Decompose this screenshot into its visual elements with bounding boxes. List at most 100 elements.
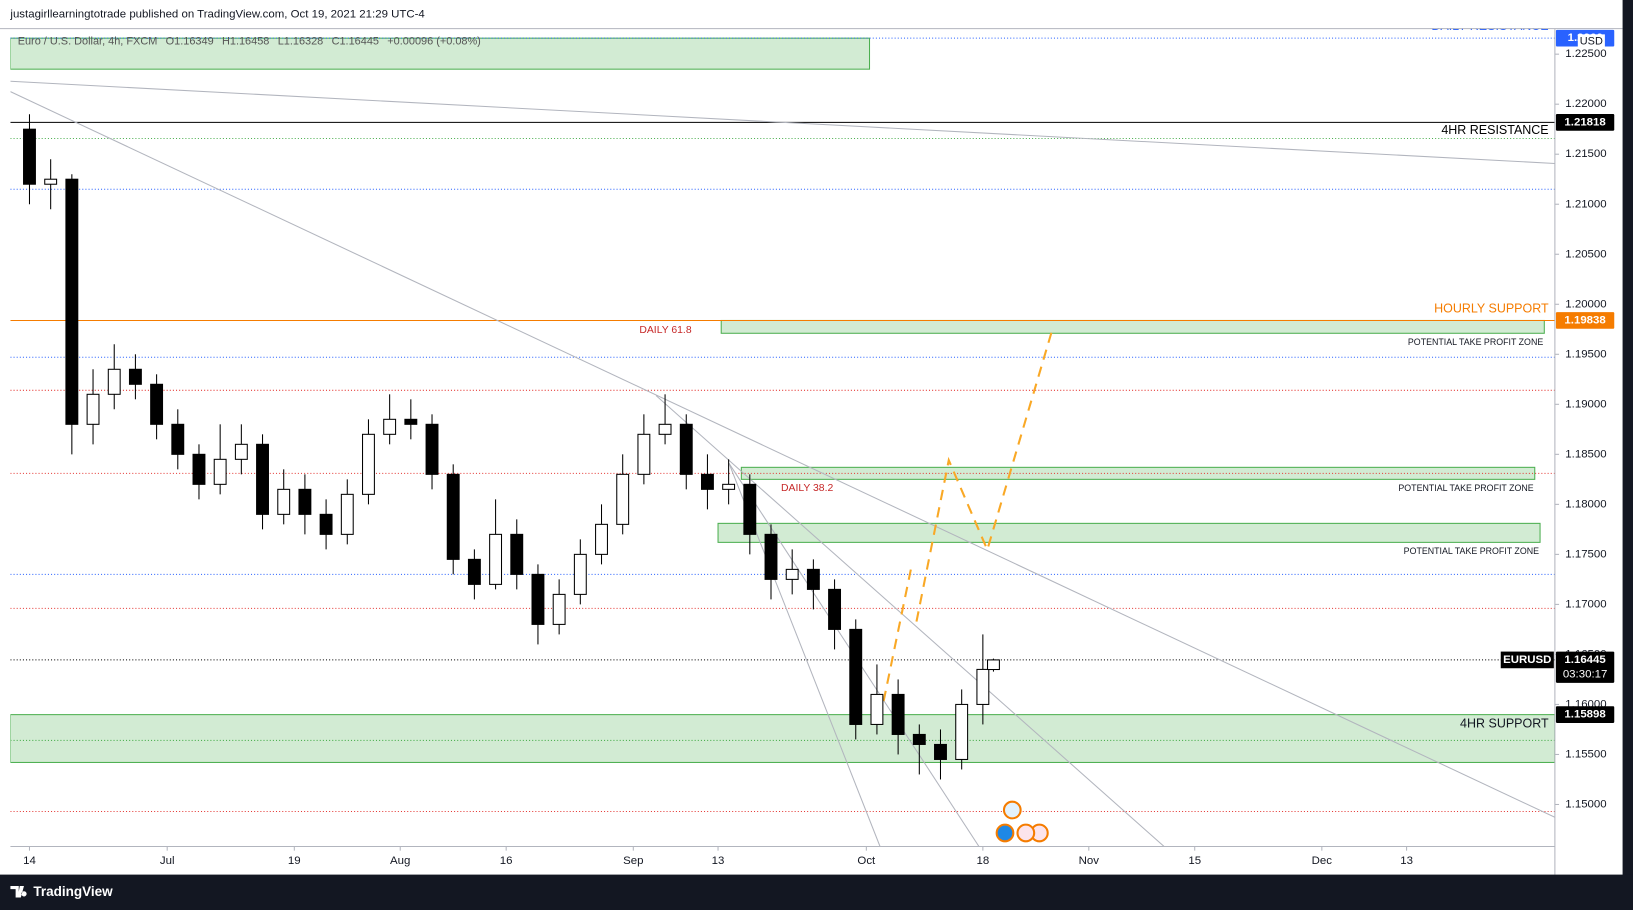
level-label: 4HR RESISTANCE [1441,123,1548,137]
y-tick-label: 1.21000 [1565,198,1606,210]
candle-body [870,693,884,725]
candle-body [404,418,418,425]
candle-body [489,533,503,585]
candle-body [340,493,354,535]
candle-body [912,733,926,745]
candle-body [44,178,58,185]
price-box [1555,114,1615,131]
candle-body [192,453,206,485]
legend-item: L [278,36,284,48]
price-box-label: 1.15898 [1564,709,1606,721]
candle-body [743,483,757,535]
x-tick-label: Aug [390,855,410,867]
candle-body [722,483,736,490]
currency-label: USD [1580,36,1603,48]
brand-logo [10,886,27,898]
price-box-label: 1.16445 [1564,654,1606,666]
zone-label: POTENTIAL TAKE PROFIT ZONE [1398,483,1533,493]
candle-body [86,393,100,425]
zone [717,522,1541,543]
candle-body [531,573,545,625]
legend-item: 1.16445 [339,36,378,48]
trendline [10,91,1555,818]
candle-body [171,423,185,455]
zone-label: POTENTIAL TAKE PROFIT ZONE [1408,337,1543,347]
candle-body [976,668,990,705]
candle-body [891,693,905,735]
candle-body [256,443,269,515]
y-tick-label: 1.18500 [1565,448,1606,460]
y-tick-label: 1.19000 [1565,398,1606,410]
candle-body [700,473,714,490]
plot-layer: POTENTIAL TAKE PROFIT ZONE POTENTIAL TAKE… [10,37,1555,812]
candles [23,114,1000,780]
y-tick-label: 1.20500 [1565,248,1606,260]
countdown: 03:30:17 [1563,669,1608,681]
y-tick-label: 1.22500 [1565,48,1606,60]
candle-body [467,558,481,585]
y-tick-label: 1.19500 [1565,348,1606,360]
x-tick-label: Nov [1079,855,1100,867]
y-tick-label: 1.16000 [1565,698,1606,710]
currency-box [1577,34,1605,49]
candle-body [987,659,1000,671]
legend-item: Euro / U.S. Dollar, 4h, FXCM [18,36,158,48]
candle-body [785,568,799,580]
candle-body [637,433,651,475]
candle-body [150,383,164,425]
candle-body [510,533,524,575]
x-tick-label: 13 [712,855,725,867]
legend-item: O [166,36,175,48]
symbol-box [1500,651,1554,669]
candle-body [764,533,778,580]
annotation: DAILY 38.2 [781,483,833,494]
zone [740,466,1536,480]
projection-path [915,330,1053,622]
x-tick-label: Oct [857,855,876,867]
footer-bar [0,874,1633,910]
price-box [1555,706,1615,723]
logo-mark [10,886,27,898]
y-tick-label: 1.17500 [1565,548,1606,560]
candle-body [65,178,79,425]
zone-label: POTENTIAL TAKE PROFIT ZONE [1404,546,1539,556]
candle-body [277,488,291,515]
level-label: HOURLY SUPPORT [1434,301,1549,315]
trendline [10,80,1555,164]
candle-body [234,443,248,460]
annotation: DAILY 61.8 [639,325,691,336]
y-tick-label: 1.15500 [1565,748,1606,760]
publish-info: justagirllearningtotrade published on Tr… [9,9,425,21]
x-tick-label: 15 [1188,855,1201,867]
y-tick-label: 1.20000 [1565,298,1606,310]
legend-item: 1.16349 [174,36,213,48]
zone [10,714,1555,763]
x-tick-label: Sep [623,855,643,867]
legend-item: C [332,36,340,48]
candle-body [23,128,36,185]
event-icon [995,823,1015,843]
x-tick-label: 13 [1400,855,1413,867]
candle-body [319,513,333,535]
candle-body [806,568,820,590]
price-box [1555,651,1615,683]
x-tick-label: 16 [500,855,513,867]
candle-body [362,433,375,495]
candle-body [934,743,947,760]
y-tick-label: 1.15000 [1565,799,1606,811]
event-icon [1016,823,1036,843]
candle-body [616,473,630,525]
zone [720,319,1545,334]
y-tick-label: 1.22000 [1565,98,1606,110]
candle-body [107,368,121,395]
candle-body [679,423,693,475]
candle-body [425,423,439,475]
price-box [1555,312,1615,329]
event-icons [995,800,1049,843]
trendlines: DAILY 61.8 DAILY 38.2 [10,80,1555,847]
legend: Euro / U.S. Dollar, 4h, FXCM O1.16349 H1.1… [18,36,481,48]
y-tick-label: 1.17000 [1565,598,1606,610]
price-box-label: 1.21818 [1564,116,1606,128]
